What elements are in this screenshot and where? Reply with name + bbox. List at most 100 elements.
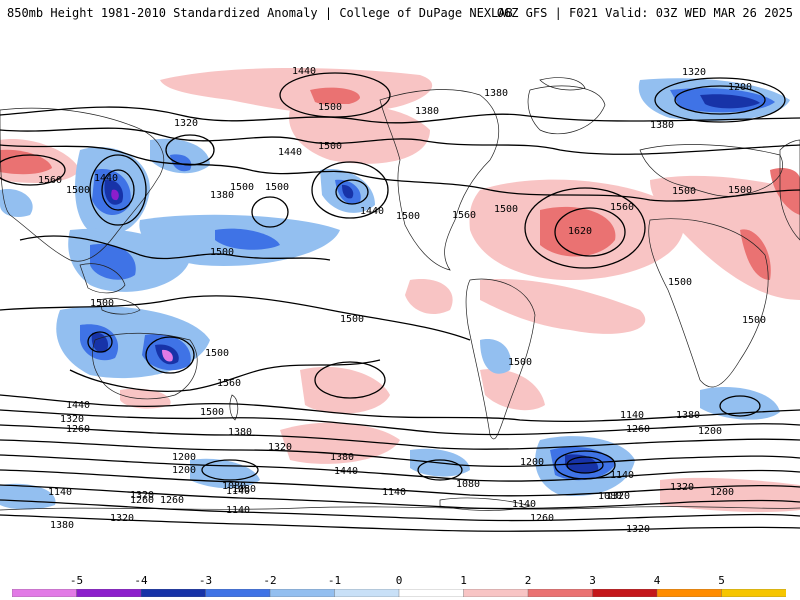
contour-label: 1500 bbox=[668, 277, 692, 288]
contour-label: 1320 bbox=[268, 442, 292, 453]
contour-label: 1260 bbox=[160, 495, 184, 506]
contour-label: 1320 bbox=[130, 490, 154, 501]
contour-label: 1500 bbox=[672, 186, 696, 197]
contour-label: 1440 bbox=[334, 466, 358, 477]
colorbar-tick-label: -3 bbox=[198, 574, 213, 587]
contour-label: 1380 bbox=[330, 452, 354, 463]
colorbar-tick-label: 3 bbox=[589, 574, 596, 587]
colorbar-segment bbox=[398, 589, 465, 597]
colorbar-tick-label: 0 bbox=[395, 574, 403, 587]
contour-label: 1200 bbox=[520, 457, 544, 468]
colorbar-segment bbox=[76, 589, 142, 597]
colorbar-tick-label: -2 bbox=[263, 574, 277, 587]
contour-label: 1500 bbox=[210, 247, 234, 258]
continent-outlines bbox=[0, 77, 800, 511]
contour-label: 1500 bbox=[318, 102, 342, 113]
contour-label: 1560 bbox=[610, 202, 634, 213]
contour-label: 1500 bbox=[200, 407, 224, 418]
colorbar-segment bbox=[527, 589, 594, 597]
contour-label: 1380 bbox=[228, 427, 252, 438]
contour-label: 1320 bbox=[60, 414, 84, 425]
contour-label: 1620 bbox=[568, 226, 592, 237]
contour-label: 1500 bbox=[318, 141, 342, 152]
colorbar-segment bbox=[463, 589, 529, 597]
contour-label: 1140 bbox=[610, 470, 634, 481]
anomaly-fill-areas bbox=[0, 68, 800, 513]
contour-label: 1080 bbox=[598, 491, 622, 502]
map-title: 850mb Height 1981-2010 Standardized Anom… bbox=[7, 6, 513, 20]
contour-label: 1440 bbox=[360, 206, 384, 217]
contour-label: 1500 bbox=[265, 182, 289, 193]
contour-label: 1200 bbox=[172, 465, 196, 476]
colorbar-tick-label: 1 bbox=[460, 574, 467, 587]
colorbar-segment bbox=[656, 589, 723, 597]
contour-label: 1140 bbox=[226, 505, 250, 516]
contour-label: 1560 bbox=[217, 378, 241, 389]
contour-labels: 1440 1500 1320 1380 1200 1500 1320 1380 1440 1560… bbox=[38, 66, 766, 535]
contour-label: 1320 bbox=[110, 513, 134, 524]
colorbar-tick-label: 2 bbox=[524, 574, 532, 587]
contour-label: 1500 bbox=[66, 185, 90, 196]
contour-label: 1200 bbox=[698, 426, 722, 437]
contour-label: 1440 bbox=[94, 173, 118, 184]
contour-label: 1200 bbox=[710, 487, 734, 498]
colorbar-segment bbox=[334, 589, 400, 597]
colorbar-segment bbox=[721, 589, 786, 597]
contour-label: 1500 bbox=[340, 314, 364, 325]
contour-label: 1500 bbox=[728, 185, 752, 196]
contour-label: 1380 bbox=[650, 120, 674, 131]
contour-label: 1500 bbox=[205, 348, 229, 359]
contour-label: 1380 bbox=[676, 410, 700, 421]
colorbar: -5 -4 -3 -2 -1 0 1 2 3 4 5 bbox=[0, 570, 800, 600]
contour-label: 1320 bbox=[606, 491, 630, 502]
model-valid-time: 06Z GFS | F021 Valid: 03Z WED MAR 26 202… bbox=[496, 6, 793, 20]
contour-label: 1320 bbox=[670, 482, 694, 493]
colorbar-tick-label: -1 bbox=[327, 574, 342, 587]
contour-label: 1380 bbox=[415, 106, 439, 117]
colorbar-segment bbox=[140, 589, 207, 597]
colorbar-tick-label: -5 bbox=[69, 574, 84, 587]
contour-label: 1560 bbox=[38, 175, 62, 186]
contour-label: 1260 bbox=[530, 513, 554, 524]
contour-label: 1080 bbox=[456, 479, 480, 490]
anomaly-map[interactable]: 1440 1500 1320 1380 1200 1500 1320 1380 1440 1560… bbox=[0, 40, 800, 540]
colorbar-segment bbox=[12, 589, 78, 597]
colorbar-segment bbox=[269, 589, 336, 597]
contour-label: 1200 bbox=[172, 452, 196, 463]
contour-label: 1560 bbox=[452, 210, 476, 221]
contour-label: 1260 bbox=[130, 495, 154, 506]
contour-label: 1440 bbox=[66, 400, 90, 411]
contour-label: 1380 bbox=[50, 520, 74, 531]
colorbar-segment bbox=[592, 589, 658, 597]
contour-label: 1500 bbox=[396, 211, 420, 222]
height-contours bbox=[0, 72, 800, 532]
contour-label: 1320 bbox=[174, 118, 198, 129]
colorbar-tick-label: -4 bbox=[134, 574, 148, 587]
contour-label: 1380 bbox=[210, 190, 234, 201]
colorbar-tick-label: 4 bbox=[653, 574, 661, 587]
contour-label: 1140 bbox=[382, 487, 406, 498]
colorbar-tick-label: 5 bbox=[718, 574, 725, 587]
contour-label: 1320 bbox=[682, 67, 706, 78]
contour-label: 1500 bbox=[230, 182, 254, 193]
contour-label: 1500 bbox=[90, 298, 114, 309]
contour-label: 1440 bbox=[292, 66, 316, 77]
contour-label: 1380 bbox=[484, 88, 508, 99]
contour-label: 1140 bbox=[226, 486, 250, 497]
contour-label: 1440 bbox=[278, 147, 302, 158]
contour-label: 1080 bbox=[232, 484, 256, 495]
contour-label: 1080 bbox=[222, 481, 246, 492]
contour-label: 1140 bbox=[48, 487, 72, 498]
contour-label: 1500 bbox=[494, 204, 518, 215]
colorbar-segment bbox=[205, 589, 271, 597]
contour-label: 1140 bbox=[512, 499, 536, 510]
contour-label: 1260 bbox=[626, 424, 650, 435]
contour-label: 1140 bbox=[620, 410, 644, 421]
contour-label: 1500 bbox=[508, 357, 532, 368]
contour-label: 1500 bbox=[742, 315, 766, 326]
colorbar-strip bbox=[12, 589, 786, 597]
contour-label: 1320 bbox=[626, 524, 650, 535]
contour-label: 1260 bbox=[66, 424, 90, 435]
contour-label: 1200 bbox=[728, 82, 752, 93]
